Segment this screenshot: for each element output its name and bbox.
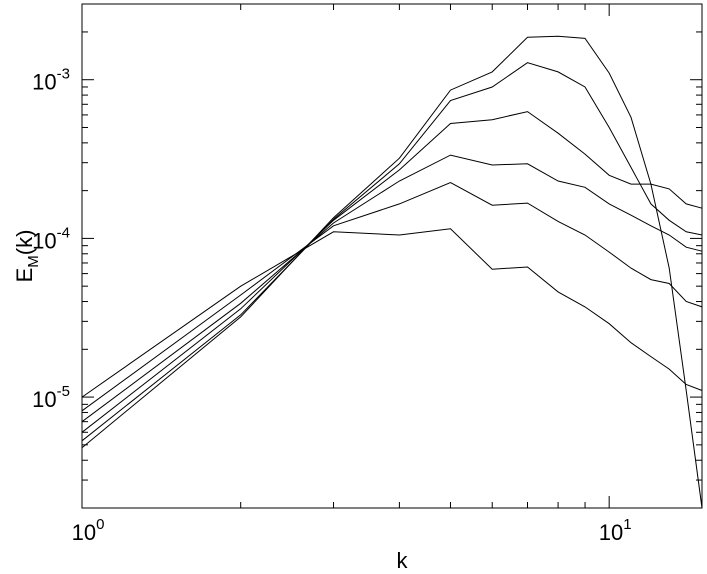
y-tick-label: 10-3	[32, 66, 70, 95]
x-tick-label-exp: 1	[623, 516, 631, 533]
y-tick-label: 10-5	[32, 383, 70, 412]
y-axis-label-suffix: (k)	[12, 230, 37, 256]
y-tick-label-base: 10	[32, 387, 56, 412]
series-line-2	[81, 181, 703, 412]
y-axis-label-main: E	[12, 268, 37, 283]
x-tick-label-base: 10	[72, 520, 96, 545]
series-line-6	[81, 35, 703, 509]
series-line-1	[81, 228, 703, 398]
y-tick-label-exp: -4	[57, 224, 70, 241]
y-tick-label-base: 10	[32, 70, 56, 95]
y-tick-label-exp: -5	[57, 383, 70, 400]
series-lines	[81, 35, 703, 509]
y-tick-label-base: 10	[32, 228, 56, 253]
x-tick-label: 101	[599, 516, 632, 545]
y-tick-label-exp: -3	[57, 66, 70, 83]
y-axis-label-sub: M	[25, 255, 42, 268]
x-tick-label: 100	[72, 516, 105, 545]
x-tick-label-exp: 0	[96, 516, 104, 533]
x-tick-label-base: 10	[599, 520, 623, 545]
series-line-4	[81, 111, 703, 433]
x-axis-label: k	[397, 548, 409, 573]
axis-ticks	[81, 3, 702, 509]
y-tick-label: 10-4	[32, 224, 70, 253]
plot-area	[81, 3, 703, 509]
series-line-3	[81, 154, 703, 423]
series-line-5	[81, 62, 703, 442]
y-axis-label: EM(k)	[12, 230, 42, 283]
